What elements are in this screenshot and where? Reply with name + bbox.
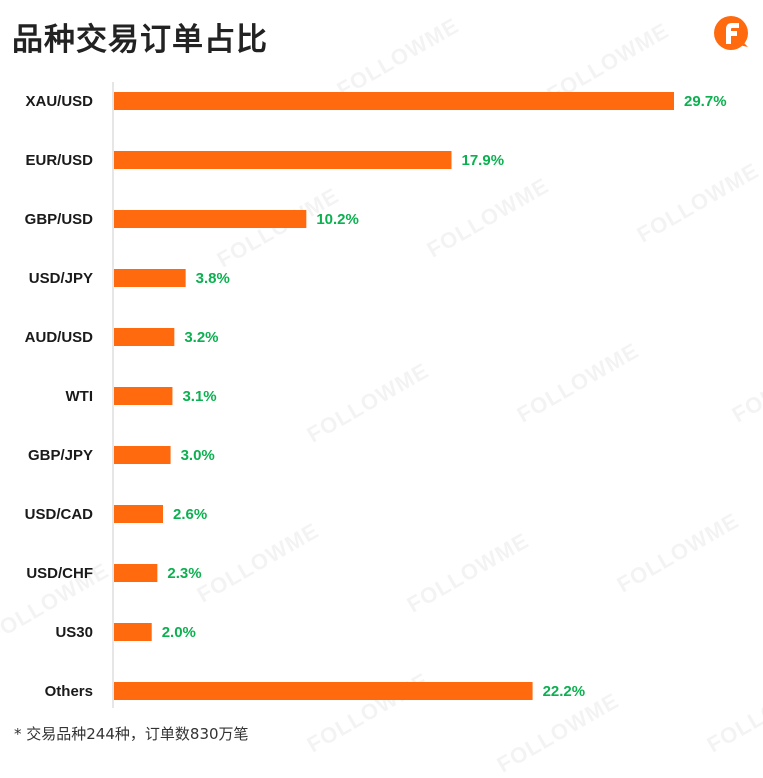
category-label: GBP/USD [25, 211, 94, 228]
bar [114, 210, 307, 228]
followme-logo-icon [714, 16, 748, 50]
footnote: * 交易品种244种，订单数830万笔 [14, 725, 249, 743]
category-label: EUR/USD [25, 152, 93, 169]
category-label: WTI [66, 388, 94, 405]
bar [114, 564, 158, 582]
bar [114, 505, 164, 523]
value-label: 10.2% [316, 211, 359, 228]
bar [114, 328, 175, 346]
category-label: XAU/USD [25, 93, 93, 110]
value-label: 3.0% [181, 447, 215, 464]
chart-title: 品种交易订单占比 [12, 22, 268, 58]
value-label: 2.0% [162, 624, 196, 641]
bar [114, 269, 186, 287]
category-label: Others [45, 683, 93, 700]
value-label: 29.7% [684, 93, 727, 110]
bar [114, 151, 452, 169]
bar [114, 623, 152, 641]
category-label: USD/JPY [29, 270, 93, 287]
value-label: 3.2% [184, 329, 218, 346]
value-label: 2.3% [167, 565, 201, 582]
value-label: 22.2% [543, 683, 586, 700]
bar [114, 682, 533, 700]
category-label: AUD/USD [25, 329, 94, 346]
value-label: 17.9% [462, 152, 505, 169]
value-label: 2.6% [173, 506, 207, 523]
category-label: USD/CAD [25, 506, 94, 523]
category-label: US30 [55, 624, 93, 641]
bar [114, 446, 171, 464]
category-label: GBP/JPY [28, 447, 93, 464]
value-label: 3.1% [182, 388, 216, 405]
bar [114, 92, 674, 110]
bar [114, 387, 173, 405]
value-label: 3.8% [196, 270, 230, 287]
category-label: USD/CHF [26, 565, 93, 582]
